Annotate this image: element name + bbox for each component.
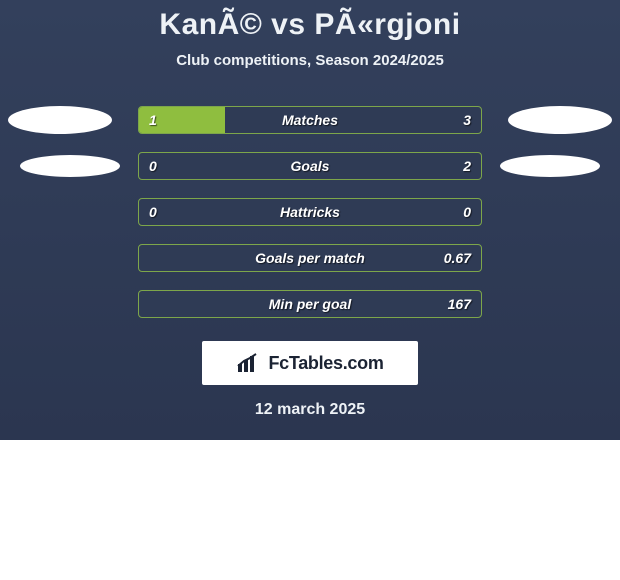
page-title: KanÃ© vs PÃ«rgjoni	[0, 8, 620, 42]
page-subtitle: Club competitions, Season 2024/2025	[0, 52, 620, 69]
stat-row-gpm: Goals per match 0.67	[0, 235, 620, 281]
team-left-logo-small	[20, 155, 120, 177]
brand-text: FcTables.com	[268, 353, 383, 374]
stat-left-value	[139, 245, 159, 271]
stat-row-goals: 0 Goals 2	[0, 143, 620, 189]
stat-right-value: 0.67	[434, 245, 481, 271]
stat-bar: 0 Hattricks 0	[138, 198, 482, 226]
stat-left-value: 0	[139, 199, 167, 225]
team-right-logo	[508, 106, 612, 134]
stat-row-matches: 1 Matches 3	[0, 97, 620, 143]
bar-chart-icon	[236, 352, 262, 374]
stat-label: Goals	[139, 153, 481, 179]
stat-left-value: 1	[139, 107, 167, 133]
stat-left-value	[139, 291, 159, 317]
stat-bar: 0 Goals 2	[138, 152, 482, 180]
stat-row-hattricks: 0 Hattricks 0	[0, 189, 620, 235]
stat-bar: 1 Matches 3	[138, 106, 482, 134]
stat-bar: Min per goal 167	[138, 290, 482, 318]
stat-bar: Goals per match 0.67	[138, 244, 482, 272]
date-label: 12 march 2025	[0, 401, 620, 419]
stat-row-mpg: Min per goal 167	[0, 281, 620, 327]
stat-label: Min per goal	[139, 291, 481, 317]
stat-right-value: 167	[438, 291, 481, 317]
brand-inner: FcTables.com	[236, 352, 383, 374]
team-right-logo-small	[500, 155, 600, 177]
stat-right-value: 2	[453, 153, 481, 179]
comparison-card: KanÃ© vs PÃ«rgjoni Club competitions, Se…	[0, 0, 620, 440]
stat-label: Goals per match	[139, 245, 481, 271]
team-left-logo	[8, 106, 112, 134]
stat-label: Hattricks	[139, 199, 481, 225]
stat-left-value: 0	[139, 153, 167, 179]
stat-right-value: 3	[453, 107, 481, 133]
stat-right-value: 0	[453, 199, 481, 225]
brand-badge[interactable]: FcTables.com	[202, 341, 418, 385]
